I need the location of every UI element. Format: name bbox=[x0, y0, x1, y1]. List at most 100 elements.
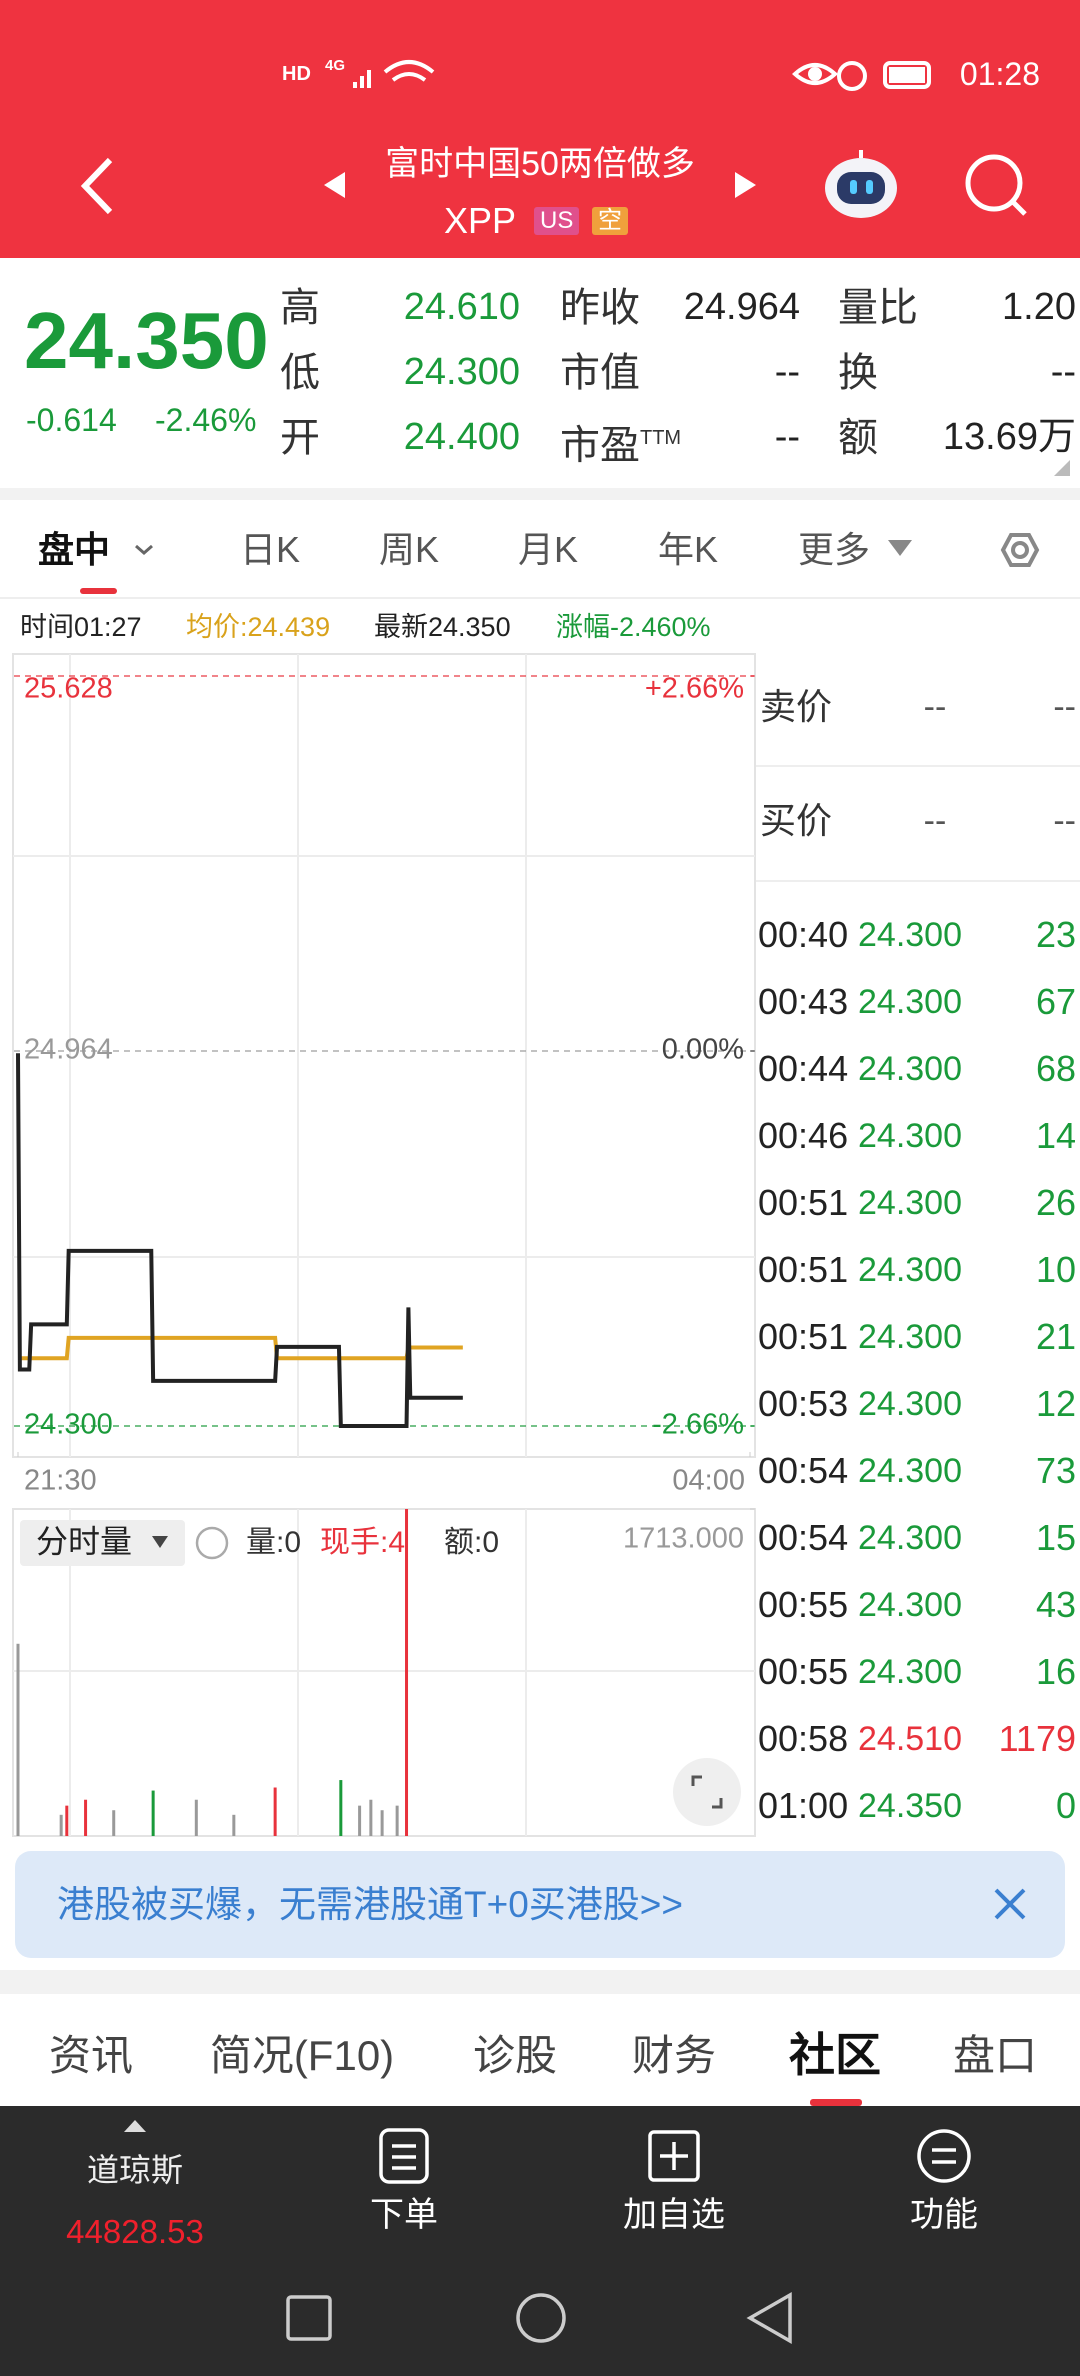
info-tab[interactable]: 盘口 bbox=[952, 2031, 1038, 2079]
selector-triangle[interactable] bbox=[152, 1536, 168, 1548]
trade-price: 24.300 bbox=[858, 1585, 962, 1624]
price-change: -0.614 bbox=[26, 401, 117, 438]
book-label: 卖价 bbox=[760, 686, 833, 728]
trade-time: 00:55 bbox=[758, 1584, 849, 1626]
trade-price: 24.300 bbox=[858, 1518, 962, 1557]
chart-tab[interactable]: 日K bbox=[239, 529, 301, 571]
index-value[interactable]: 44828.53 bbox=[66, 2213, 204, 2251]
trade-price: 24.300 bbox=[858, 1451, 962, 1490]
search-icon[interactable] bbox=[965, 154, 1027, 216]
book-separator bbox=[756, 880, 1080, 882]
trade-time: 00:54 bbox=[758, 1450, 849, 1492]
trade-price: 24.350 bbox=[858, 1786, 962, 1825]
trade-price: 24.300 bbox=[858, 1049, 962, 1088]
nav-circle[interactable] bbox=[516, 2293, 566, 2343]
watch-icon[interactable] bbox=[648, 2130, 700, 2182]
battery-icon bbox=[883, 61, 931, 89]
book-price: -- bbox=[923, 801, 947, 840]
nav-back[interactable] bbox=[746, 2291, 792, 2345]
info-tab[interactable]: 简况(F10) bbox=[209, 2031, 395, 2079]
expand-button[interactable] bbox=[673, 1758, 741, 1826]
toolbar-icons bbox=[286, 2128, 971, 2345]
info-tab[interactable]: 诊股 bbox=[472, 2031, 558, 2079]
toolbar-button[interactable]: 加自选 bbox=[623, 2195, 725, 2234]
trade-price: 24.300 bbox=[858, 1116, 962, 1155]
field-value: 24.400 bbox=[403, 416, 520, 459]
y2-tick-label: 0.00% bbox=[662, 1034, 744, 1066]
y2-tick-label: -2.66% bbox=[652, 1409, 744, 1441]
field-value: -- bbox=[774, 416, 800, 459]
toolbar-button[interactable]: 下单 bbox=[370, 2195, 438, 2234]
volume-tick-label: 1713.000 bbox=[623, 1523, 744, 1555]
book-separator bbox=[756, 765, 1080, 767]
volume-stat: 量:0 bbox=[246, 1526, 301, 1559]
chart-tab[interactable]: 月K bbox=[517, 529, 579, 571]
info-tab[interactable]: 财务 bbox=[631, 2031, 717, 2079]
trade-time: 00:40 bbox=[758, 914, 849, 956]
chart-tab[interactable]: 年K bbox=[657, 529, 719, 571]
field-value: -- bbox=[1050, 351, 1076, 394]
watch-plus bbox=[660, 2142, 688, 2170]
toolbar-button[interactable]: 功能 bbox=[910, 2195, 978, 2234]
chart-tab[interactable]: 周K bbox=[378, 529, 440, 571]
next-icon[interactable] bbox=[735, 172, 756, 198]
volume-bar bbox=[65, 1805, 69, 1836]
info-tab[interactable]: 资讯 bbox=[48, 2031, 134, 2079]
trade-time: 00:46 bbox=[758, 1115, 849, 1157]
info-tab[interactable]: 社区 bbox=[789, 2029, 881, 2082]
field-value: 1.20 bbox=[1002, 286, 1076, 329]
eye-icon bbox=[792, 63, 838, 85]
chart-tab[interactable]: 盘中 bbox=[38, 529, 111, 571]
volume-bar bbox=[59, 1814, 63, 1836]
volume-bar bbox=[16, 1643, 20, 1836]
x-tick-label: 04:00 bbox=[672, 1465, 745, 1497]
close-icon[interactable] bbox=[994, 1888, 1026, 1920]
volume-border bbox=[12, 1508, 756, 1837]
prev-icon[interactable] bbox=[324, 172, 345, 198]
tab-chevron[interactable] bbox=[135, 544, 153, 555]
index-name[interactable]: 道琼斯 bbox=[86, 2151, 184, 2188]
volume-selector[interactable] bbox=[20, 1520, 185, 1566]
tab-underline bbox=[80, 588, 117, 594]
trade-volume: 67 bbox=[1035, 981, 1076, 1023]
trade-time: 00:55 bbox=[758, 1651, 849, 1693]
field-value: -- bbox=[774, 351, 800, 394]
order-icon[interactable] bbox=[379, 2128, 429, 2184]
more-triangle[interactable] bbox=[888, 540, 912, 556]
nav-square[interactable] bbox=[286, 2295, 332, 2341]
chart-tab[interactable]: 更多 bbox=[798, 529, 871, 571]
book-volume: -- bbox=[1053, 801, 1076, 840]
field-label: 低 bbox=[280, 351, 320, 395]
trade-time: 00:43 bbox=[758, 981, 849, 1023]
order-lines bbox=[392, 2144, 416, 2170]
volume-bar bbox=[395, 1805, 399, 1836]
volume-stat: 现手:4 bbox=[320, 1526, 405, 1559]
help-icon[interactable] bbox=[195, 1526, 229, 1560]
back-icon[interactable] bbox=[80, 157, 113, 215]
trade-time: 00:44 bbox=[758, 1048, 849, 1090]
trade-price: 24.300 bbox=[858, 1652, 962, 1691]
x-tick-label: 21:30 bbox=[24, 1465, 97, 1497]
divider bbox=[0, 488, 1080, 500]
wifi-icon bbox=[383, 60, 435, 82]
trade-volume: 43 bbox=[1035, 1584, 1076, 1626]
trade-time: 00:58 bbox=[758, 1718, 849, 1760]
trade-volume: 0 bbox=[1055, 1785, 1076, 1827]
crosshair-average: 均价:24.439 bbox=[186, 611, 331, 642]
crosshair-change: 涨幅-2.460% bbox=[556, 611, 711, 642]
divider bbox=[0, 1970, 1080, 1994]
robot-icon[interactable] bbox=[825, 150, 897, 218]
y-tick-label: 24.300 bbox=[24, 1409, 113, 1441]
menu-icon[interactable] bbox=[917, 2129, 971, 2183]
crosshair-time: 时间01:27 bbox=[20, 611, 142, 642]
banner-bg[interactable] bbox=[15, 1851, 1065, 1958]
banner-text[interactable]: 港股被买爆，无需港股通T+0买港股>> bbox=[57, 1883, 684, 1925]
trade-time: 00:51 bbox=[758, 1182, 849, 1224]
trade-volume: 10 bbox=[1035, 1249, 1076, 1291]
settings-icon[interactable] bbox=[1000, 533, 1040, 567]
percent-change: -2.46% bbox=[155, 401, 257, 438]
status-time: 01:28 bbox=[959, 55, 1040, 92]
